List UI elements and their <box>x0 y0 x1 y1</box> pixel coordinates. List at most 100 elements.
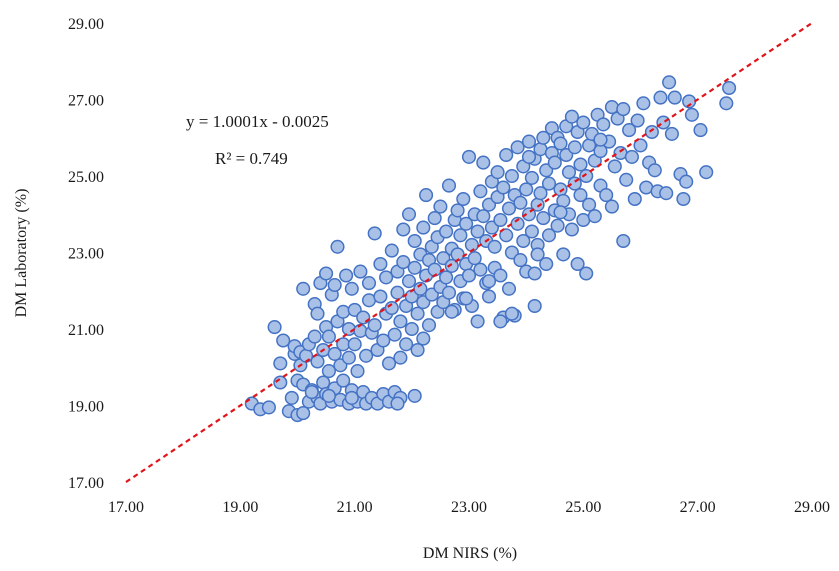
data-point <box>693 123 708 138</box>
data-point <box>499 147 514 163</box>
data-point <box>719 96 734 111</box>
x-axis-title: DM NIRS (%) <box>423 545 517 562</box>
data-point <box>367 226 382 241</box>
data-point <box>501 281 517 296</box>
data-point <box>622 123 637 138</box>
data-point <box>390 285 405 300</box>
data-point <box>461 149 477 164</box>
data-point <box>541 176 557 191</box>
data-point <box>336 373 351 388</box>
data-point <box>559 147 574 163</box>
data-point <box>407 388 422 403</box>
data-point <box>350 364 365 379</box>
data-point <box>536 211 551 226</box>
data-point <box>367 318 382 333</box>
data-point <box>516 233 531 249</box>
data-point <box>373 289 388 304</box>
data-point <box>387 327 402 342</box>
data-point <box>359 348 374 363</box>
data-point <box>444 258 459 273</box>
data-point <box>319 266 334 281</box>
data-point <box>579 266 594 281</box>
data-point <box>499 228 514 243</box>
y-tick-label: 29.00 <box>68 16 104 33</box>
data-point <box>481 197 497 212</box>
data-point <box>624 149 639 164</box>
data-point <box>616 233 631 249</box>
data-point <box>470 224 485 239</box>
data-point <box>450 203 465 218</box>
data-point <box>416 220 431 235</box>
data-point <box>321 388 336 403</box>
data-point <box>521 134 537 149</box>
data-point <box>453 228 468 243</box>
data-point <box>476 155 491 170</box>
data-point <box>467 251 482 266</box>
data-point <box>310 306 325 321</box>
data-point <box>593 132 608 147</box>
data-point <box>390 396 405 411</box>
data-point <box>527 298 542 314</box>
data-point <box>321 364 336 379</box>
data-point <box>604 100 619 115</box>
data-point <box>667 90 682 105</box>
data-point <box>410 342 425 358</box>
data-point <box>599 188 614 203</box>
data-point <box>327 277 342 293</box>
data-point <box>393 314 408 329</box>
data-point <box>541 228 557 243</box>
data-point <box>361 276 377 291</box>
x-tick-label: 17.00 <box>108 499 144 516</box>
data-point <box>336 304 351 319</box>
data-point <box>561 165 577 180</box>
data-point <box>596 117 611 132</box>
data-point <box>439 270 454 285</box>
data-point <box>396 255 411 270</box>
y-axis-ticks: 17.00 19.00 21.00 23.00 25.00 27.00 29.00 <box>68 16 104 492</box>
data-point <box>653 90 668 105</box>
data-point <box>416 331 431 346</box>
data-point <box>587 209 602 224</box>
data-point <box>381 356 397 371</box>
data-point <box>327 346 342 361</box>
data-point <box>530 247 545 262</box>
regression-equation: y = 1.0001x - 0.0025 <box>186 112 329 131</box>
data-point <box>487 239 502 254</box>
data-point <box>519 182 534 197</box>
data-point <box>633 138 648 153</box>
data-point <box>273 356 288 371</box>
x-tick-label: 21.00 <box>337 499 373 516</box>
data-point <box>267 320 282 335</box>
data-point <box>699 165 714 180</box>
data-point <box>576 115 591 130</box>
data-point <box>504 306 519 321</box>
data-point <box>444 304 459 319</box>
data-point <box>296 281 311 296</box>
y-tick-label: 17.00 <box>68 475 104 492</box>
data-point <box>424 287 439 302</box>
data-point <box>513 253 528 268</box>
data-point <box>427 211 442 226</box>
data-point <box>556 193 571 208</box>
data-point <box>630 113 645 128</box>
data-point <box>493 268 508 283</box>
x-tick-label: 25.00 <box>565 499 601 516</box>
data-point <box>636 96 651 111</box>
data-point <box>344 390 359 405</box>
x-tick-label: 29.00 <box>794 499 830 516</box>
data-point <box>276 333 291 348</box>
data-point <box>456 191 471 207</box>
data-point <box>564 109 579 124</box>
data-point <box>627 191 642 207</box>
data-point <box>582 138 597 153</box>
data-point <box>439 224 454 239</box>
data-point <box>604 199 619 214</box>
y-tick-label: 23.00 <box>68 246 104 263</box>
data-point <box>330 239 345 254</box>
data-point <box>501 201 517 216</box>
data-point <box>533 186 548 201</box>
data-point <box>384 300 399 316</box>
data-point <box>647 163 662 178</box>
data-point <box>401 274 417 289</box>
data-point <box>459 291 474 306</box>
